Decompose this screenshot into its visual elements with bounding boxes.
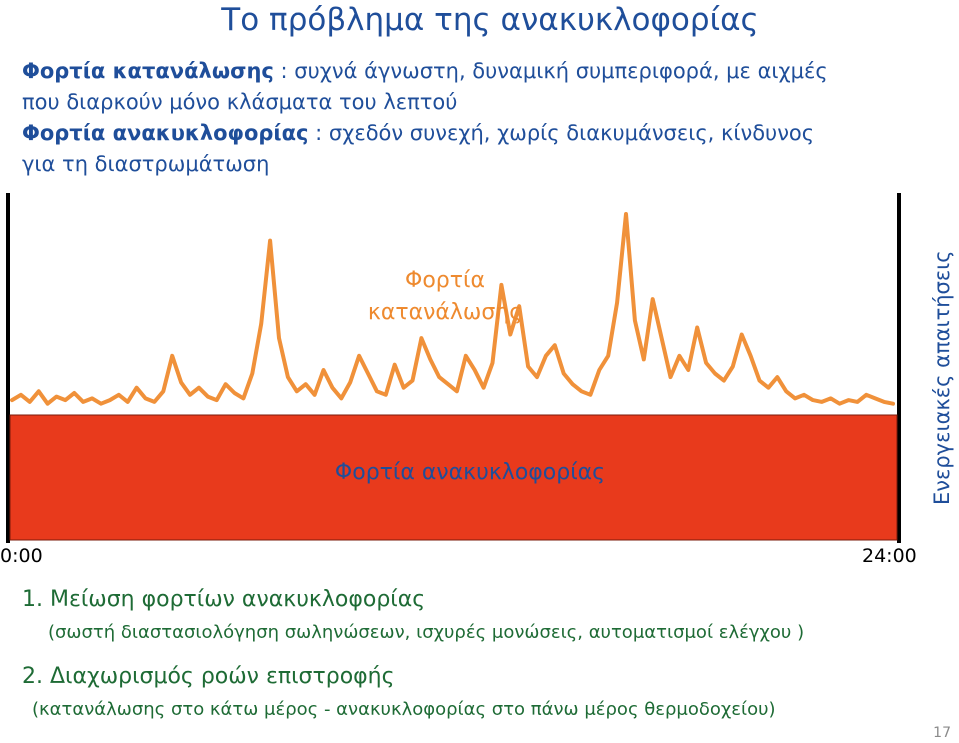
- consumption-term: Φορτία κατανάλωσης: [22, 59, 274, 83]
- step2-title: 2. Διαχωρισμός ροών επιστροφής: [22, 664, 395, 689]
- step1-title: 1. Μείωση φορτίων ανακυκλοφορίας: [22, 587, 426, 612]
- consumption-label-line1: Φορτία: [405, 268, 485, 293]
- page-number: 17: [933, 725, 951, 741]
- consumption-label: Φορτία κατανάλωσης: [330, 265, 560, 329]
- intro-line-4: για τη διαστρωμάτωση: [22, 152, 270, 176]
- consumption-text: : συχνά άγνωστη, δυναμική συμπεριφορά, μ…: [273, 59, 828, 83]
- recirculation-area: [9, 414, 898, 541]
- intro-text: Φορτία κατανάλωσης : συχνά άγνωστη, δυνα…: [22, 56, 922, 180]
- chart-frame-left: [6, 193, 10, 543]
- consumption-load-line: [10, 212, 895, 406]
- step2-description: (κατανάλωσης στο κάτω μέρος - ανακυκλοφο…: [32, 699, 776, 720]
- chart-frame-right: [897, 193, 901, 543]
- recirc-term: Φορτία ανακυκλοφορίας: [22, 121, 309, 145]
- energy-demand-chart: [6, 193, 901, 543]
- recirc-text: : σχεδόν συνεχή, χωρίς διακυμάνσεις, κίν…: [308, 121, 815, 145]
- slide-title: Το πρόβλημα της ανακυκλοφορίας: [221, 2, 759, 38]
- consumption-label-line2: κατανάλωσης: [367, 300, 523, 325]
- step1-description: (σωστή διαστασιολόγηση σωληνώσεων, ισχυρ…: [48, 622, 805, 643]
- intro-line-3: Φορτία ανακυκλοφορίας : σχεδόν συνεχή, χ…: [22, 118, 922, 149]
- recirculation-label: Φορτία ανακυκλοφορίας: [334, 460, 606, 485]
- x-axis-end-label: 24:00: [862, 545, 917, 567]
- energy-demand-axis-label: Ενεργειακές απαιτήσεις: [930, 250, 954, 505]
- x-axis-start-label: 0:00: [0, 545, 43, 567]
- intro-line-2: που διαρκούν μόνο κλάσματα του λεπτού: [22, 90, 458, 114]
- intro-line-1: Φορτία κατανάλωσης : συχνά άγνωστη, δυνα…: [22, 56, 922, 87]
